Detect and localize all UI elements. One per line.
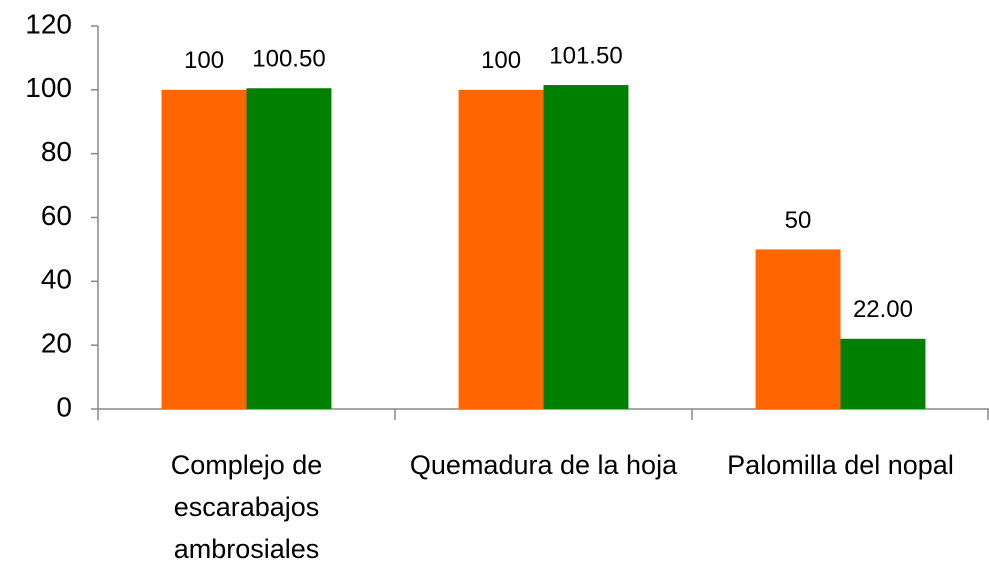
data-label: 100.50 — [252, 46, 325, 73]
bar — [755, 249, 841, 409]
data-label: 100 — [481, 47, 521, 74]
x-tick-label: Complejo de escarabajos ambrosiales — [170, 450, 323, 564]
x-tick-label: Palomilla del nopal — [727, 450, 954, 480]
x-tick-label: Quemadura de la hoja — [409, 450, 678, 480]
y-tick-label: 20 — [41, 328, 72, 359]
bar — [543, 85, 629, 409]
y-tick-label: 80 — [41, 136, 72, 167]
bar — [840, 338, 926, 409]
data-label: 22.00 — [853, 296, 913, 323]
bar — [246, 88, 332, 410]
y-tick-label: 120 — [25, 8, 72, 39]
data-label: 50 — [785, 207, 812, 234]
y-tick-label: 40 — [41, 264, 72, 295]
y-tick-label: 60 — [41, 200, 72, 231]
bar — [458, 89, 544, 409]
bar — [161, 89, 247, 409]
data-label: 100 — [184, 47, 224, 74]
data-label: 101.50 — [549, 42, 622, 69]
y-tick-label: 0 — [56, 391, 72, 422]
y-tick-label: 100 — [25, 72, 72, 103]
